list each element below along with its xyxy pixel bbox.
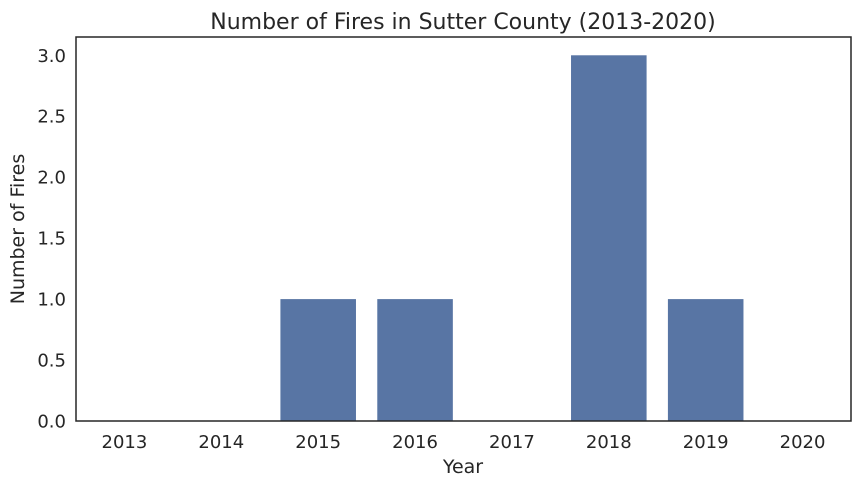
bar-2019 <box>667 299 744 421</box>
x-axis-label: Year <box>442 456 483 478</box>
x-tick-label: 2019 <box>683 432 729 453</box>
y-tick-label: 1.5 <box>37 229 66 250</box>
x-tick-label: 2013 <box>102 432 148 453</box>
x-tick-label: 2020 <box>780 432 826 453</box>
bar-2018 <box>571 55 647 421</box>
y-axis-label: Number of Fires <box>7 154 29 305</box>
y-tick-label: 1.0 <box>37 290 66 311</box>
bar-2015 <box>280 299 356 421</box>
x-tick-label: 2014 <box>198 432 244 453</box>
chart-title: Number of Fires in Sutter County (2013-2… <box>210 10 716 35</box>
x-tick-label: 2016 <box>392 432 438 453</box>
bars <box>280 55 744 421</box>
y-tick-label: 2.0 <box>37 168 66 189</box>
x-tick-label: 2015 <box>295 432 341 453</box>
bar-2016 <box>377 299 453 421</box>
y-tick-label: 0.0 <box>37 412 66 433</box>
y-axis-ticks: 0.0 0.5 1.0 1.5 2.0 2.5 3.0 <box>37 46 66 433</box>
x-tick-label: 2018 <box>586 432 632 453</box>
x-tick-label: 2017 <box>489 432 535 453</box>
x-axis-ticks: 2013 2014 2015 2016 2017 2018 2019 2020 <box>102 432 826 453</box>
y-tick-label: 2.5 <box>37 107 66 128</box>
y-tick-label: 0.5 <box>37 351 66 372</box>
y-tick-label: 3.0 <box>37 46 66 67</box>
plot-frame <box>75 36 852 422</box>
